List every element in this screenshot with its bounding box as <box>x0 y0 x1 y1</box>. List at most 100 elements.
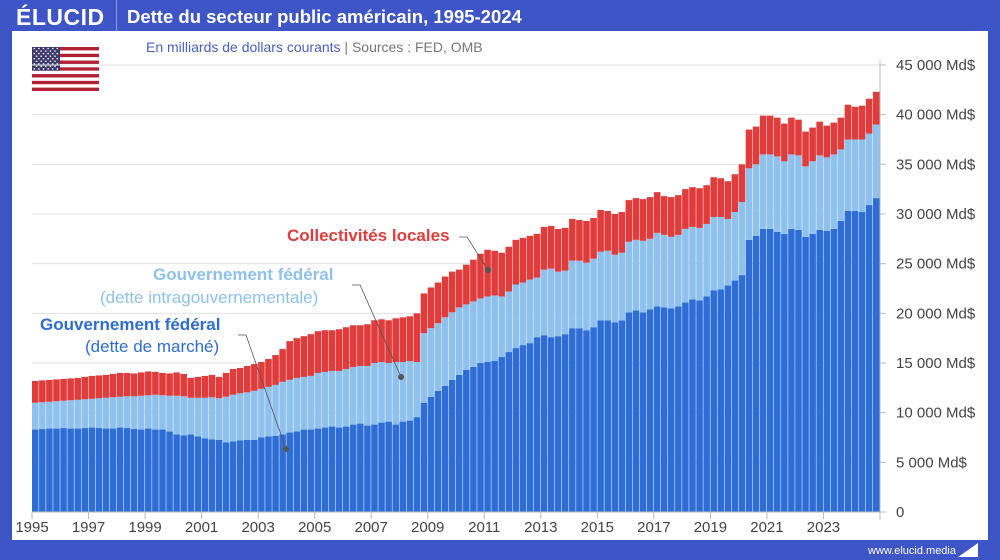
bar-segment-intra <box>858 139 866 213</box>
bar-segment-market <box>590 327 597 512</box>
bar-segment-intra <box>851 139 859 212</box>
bar-segment-intra <box>385 363 392 422</box>
bar-segment-market <box>809 233 816 512</box>
bar-segment-market <box>675 306 682 512</box>
bar-segment-local <box>816 121 823 156</box>
bar-segment-local <box>81 376 89 400</box>
bar-segment-local <box>201 375 209 398</box>
bar-segment-market <box>159 429 166 512</box>
bar-segment-market <box>547 337 555 512</box>
bar-segment-market <box>745 239 753 512</box>
bar-segment-market <box>724 285 732 512</box>
bar-segment-local <box>413 313 421 363</box>
bar-segment-intra <box>703 223 710 297</box>
bar-segment-market <box>604 320 611 512</box>
bar-segment-intra <box>604 250 611 321</box>
bar-segment-intra <box>710 216 717 291</box>
bar-segment-local <box>88 375 96 399</box>
bar-segment-intra <box>689 226 696 300</box>
bar-segment-market <box>625 312 633 512</box>
bar-segment-local <box>731 174 739 213</box>
bar-segment-intra <box>166 395 173 432</box>
bar-segment-local <box>258 362 265 389</box>
bar-segment-market <box>222 442 230 512</box>
bar-segment-local <box>116 372 124 397</box>
bar-segment-intra <box>519 282 527 346</box>
bar-segment-market <box>752 235 760 512</box>
y-tick-label: 20 000 Md$ <box>896 305 976 322</box>
leader-market-line <box>238 334 287 450</box>
bar-segment-local <box>265 359 272 387</box>
bar-segment-local <box>448 271 456 313</box>
bar-segment-intra <box>456 307 463 375</box>
bar-segment-intra <box>837 149 845 221</box>
bar-segment-local <box>745 129 753 169</box>
bar-segment-market <box>540 335 548 512</box>
bar-segment-intra <box>229 394 237 442</box>
x-tick-label: 2015 <box>581 519 614 536</box>
bar-segment-intra <box>547 268 555 338</box>
bar-segment-local <box>272 355 279 385</box>
bar-segment-intra <box>236 393 244 441</box>
bar-segment-intra <box>109 397 117 429</box>
bar-segment-market <box>653 306 661 512</box>
bar-segment-intra <box>180 396 187 436</box>
bar-segment-intra <box>215 398 223 440</box>
bar-segment-market <box>201 438 209 512</box>
bar-segment-intra <box>830 154 838 229</box>
bar-segment-local <box>215 376 223 399</box>
bar-segment-local <box>526 235 534 280</box>
bar-segment-local <box>307 334 315 376</box>
bar-segment-intra <box>569 260 576 329</box>
bar-segment-market <box>244 439 251 512</box>
bar-segment-market <box>406 420 414 512</box>
bar-segment-local <box>441 276 449 318</box>
bar-segment-market <box>53 428 60 512</box>
bar-segment-market <box>498 357 505 512</box>
bar-segment-market <box>646 309 654 512</box>
bar-segment-local <box>314 331 322 373</box>
annotation-market-sub: (dette de marché) <box>85 337 220 356</box>
bar-segment-local <box>138 372 145 396</box>
bar-segment-local <box>236 367 244 394</box>
bar-segment-market <box>307 429 315 512</box>
header-divider <box>116 0 117 34</box>
website-link[interactable]: www.elucid.media <box>867 545 956 557</box>
bar-segment-local <box>660 196 668 235</box>
bar-segment-local <box>328 330 336 371</box>
y-tick-label: 10 000 Md$ <box>896 405 976 422</box>
bar-segment-market <box>173 434 180 512</box>
bar-segment-intra <box>477 298 484 363</box>
bar-segment-market <box>399 421 407 512</box>
x-tick-label: 2009 <box>411 519 444 536</box>
bar-segment-market <box>611 322 619 512</box>
bar-segment-intra <box>392 362 399 425</box>
bar-segment-intra <box>342 368 350 427</box>
bar-segment-market <box>350 424 357 512</box>
bar-segment-intra <box>258 388 265 438</box>
bar-segment-market <box>265 436 272 512</box>
bar-segment-intra <box>646 238 654 310</box>
bar-segment-local <box>484 249 491 297</box>
elucid-mark-icon <box>958 543 978 557</box>
elucid-logo: ÉLUCID <box>16 4 105 30</box>
bar-segment-market <box>60 428 67 512</box>
bar-segment-market <box>427 396 435 512</box>
bar-segment-intra <box>413 362 421 418</box>
bar-segment-local <box>385 320 392 363</box>
bar-segment-local <box>639 199 647 241</box>
y-tick-label: 25 000 Md$ <box>896 256 976 273</box>
bar-segment-market <box>484 362 491 512</box>
bar-segment-intra <box>738 202 746 276</box>
bar-segment-market <box>533 337 541 512</box>
bar-segment-market <box>187 434 195 512</box>
bar-segment-intra <box>653 232 661 307</box>
bar-segment-intra <box>32 402 39 430</box>
bar-segment-local <box>802 131 809 167</box>
bar-segment-intra <box>53 401 60 429</box>
bar-segment-market <box>385 421 392 512</box>
bar-segment-intra <box>802 166 809 237</box>
bar-segment-local <box>540 226 548 270</box>
bar-segment-market <box>67 428 74 512</box>
x-tick-label: 2013 <box>524 519 557 536</box>
